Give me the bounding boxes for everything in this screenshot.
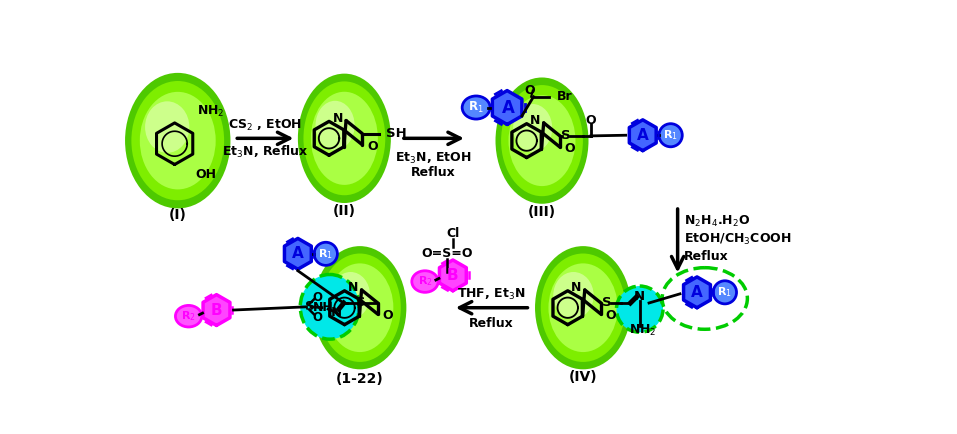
Ellipse shape xyxy=(131,81,224,200)
Polygon shape xyxy=(203,295,230,326)
Ellipse shape xyxy=(513,104,552,152)
Ellipse shape xyxy=(300,274,359,339)
Text: (IV): (IV) xyxy=(568,370,597,384)
Text: N: N xyxy=(530,114,541,127)
Text: A: A xyxy=(691,285,702,300)
Text: S: S xyxy=(562,129,571,142)
Ellipse shape xyxy=(412,271,438,293)
Text: SH: SH xyxy=(386,127,407,140)
Text: R$_1$: R$_1$ xyxy=(663,128,679,142)
Text: O: O xyxy=(383,309,393,322)
Text: OH: OH xyxy=(195,168,216,181)
Text: Reflux: Reflux xyxy=(469,317,514,329)
Text: EtOH/CH$_3$COOH: EtOH/CH$_3$COOH xyxy=(684,232,791,247)
Circle shape xyxy=(314,242,338,265)
Text: N: N xyxy=(571,281,582,294)
Text: O: O xyxy=(606,309,616,322)
Text: O: O xyxy=(565,142,575,155)
Text: CS$_2$ , EtOH: CS$_2$ , EtOH xyxy=(229,118,302,133)
Text: A: A xyxy=(292,247,303,261)
Ellipse shape xyxy=(553,272,593,319)
Ellipse shape xyxy=(303,82,386,195)
Text: A: A xyxy=(501,99,514,116)
Ellipse shape xyxy=(316,101,355,150)
Ellipse shape xyxy=(462,96,490,119)
Polygon shape xyxy=(439,260,466,291)
Text: R$_2$: R$_2$ xyxy=(181,309,196,323)
Text: NH$_2$: NH$_2$ xyxy=(629,323,657,338)
Text: O: O xyxy=(312,311,323,324)
Text: B: B xyxy=(447,268,458,283)
Text: (II): (II) xyxy=(333,204,356,218)
Text: NH$_2$: NH$_2$ xyxy=(197,104,224,119)
Text: A: A xyxy=(636,128,649,143)
Ellipse shape xyxy=(298,74,390,203)
Text: O: O xyxy=(312,291,323,304)
Polygon shape xyxy=(683,277,710,308)
Text: N: N xyxy=(348,281,359,294)
Text: B: B xyxy=(211,302,222,318)
Ellipse shape xyxy=(501,85,583,196)
Text: Reflux: Reflux xyxy=(412,167,456,180)
Ellipse shape xyxy=(548,263,617,352)
Polygon shape xyxy=(492,91,522,125)
Text: Cl: Cl xyxy=(446,227,459,240)
Text: N$_2$H$_4$.H$_2$O: N$_2$H$_4$.H$_2$O xyxy=(684,214,750,229)
Text: Et$_3$N, Reflux: Et$_3$N, Reflux xyxy=(222,144,309,160)
Circle shape xyxy=(659,124,682,147)
Ellipse shape xyxy=(331,272,370,319)
Ellipse shape xyxy=(496,78,589,204)
Polygon shape xyxy=(284,238,311,269)
Text: (1-22): (1-22) xyxy=(336,372,384,385)
Text: Br: Br xyxy=(557,90,572,103)
Ellipse shape xyxy=(125,73,231,208)
Text: R$_2$: R$_2$ xyxy=(417,275,433,289)
Text: O: O xyxy=(367,140,378,153)
Ellipse shape xyxy=(313,246,407,369)
Ellipse shape xyxy=(175,306,202,327)
Ellipse shape xyxy=(535,246,631,369)
Ellipse shape xyxy=(311,92,378,185)
Text: R$_1$: R$_1$ xyxy=(319,247,333,261)
Text: R$_1$: R$_1$ xyxy=(468,100,484,115)
Ellipse shape xyxy=(616,286,663,332)
Text: Et$_3$N, EtOH: Et$_3$N, EtOH xyxy=(395,151,472,166)
Ellipse shape xyxy=(145,101,189,153)
Text: THF, Et$_3$N: THF, Et$_3$N xyxy=(457,287,525,302)
Text: S: S xyxy=(356,296,366,309)
Text: N: N xyxy=(634,290,645,303)
Text: (I): (I) xyxy=(168,208,187,222)
Text: N: N xyxy=(333,112,343,125)
Text: O: O xyxy=(524,84,535,97)
Text: NH: NH xyxy=(313,301,334,314)
Text: R$_1$: R$_1$ xyxy=(718,286,732,299)
Text: Reflux: Reflux xyxy=(684,250,728,263)
Text: S: S xyxy=(602,296,612,309)
Text: O: O xyxy=(586,114,596,127)
Text: O=S=O: O=S=O xyxy=(421,247,473,260)
Ellipse shape xyxy=(541,253,625,362)
Ellipse shape xyxy=(508,95,575,186)
Polygon shape xyxy=(630,120,657,151)
Ellipse shape xyxy=(319,253,401,362)
Text: (III): (III) xyxy=(528,205,556,219)
Ellipse shape xyxy=(326,263,393,352)
Text: N: N xyxy=(330,306,342,319)
Ellipse shape xyxy=(140,92,215,189)
Circle shape xyxy=(713,281,737,304)
Text: S: S xyxy=(304,300,315,313)
